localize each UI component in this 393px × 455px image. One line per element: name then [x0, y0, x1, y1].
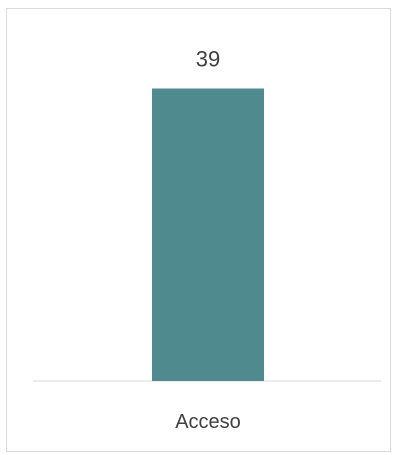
bars-group [152, 88, 264, 381]
data-label: 39 [196, 47, 220, 72]
x-tick-labels-group: Acceso [175, 411, 241, 433]
bar-acceso [152, 88, 264, 381]
data-labels-group: 39 [196, 47, 220, 72]
x-tick-label: Acceso [175, 411, 241, 433]
